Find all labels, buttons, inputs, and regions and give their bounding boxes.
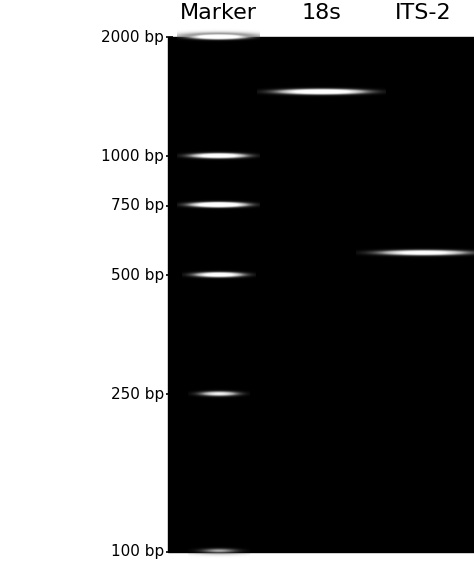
Text: 750 bp: 750 bp	[111, 198, 164, 213]
Text: Marker: Marker	[180, 3, 257, 23]
Text: ITS-2: ITS-2	[395, 3, 452, 23]
Text: 100 bp: 100 bp	[111, 544, 164, 559]
Text: 250 bp: 250 bp	[111, 387, 164, 402]
Text: 2000 bp: 2000 bp	[101, 30, 164, 44]
Text: 1000 bp: 1000 bp	[101, 149, 164, 164]
Text: 18s: 18s	[301, 3, 341, 23]
Text: 500 bp: 500 bp	[111, 268, 164, 283]
Bar	[168, 37, 474, 552]
